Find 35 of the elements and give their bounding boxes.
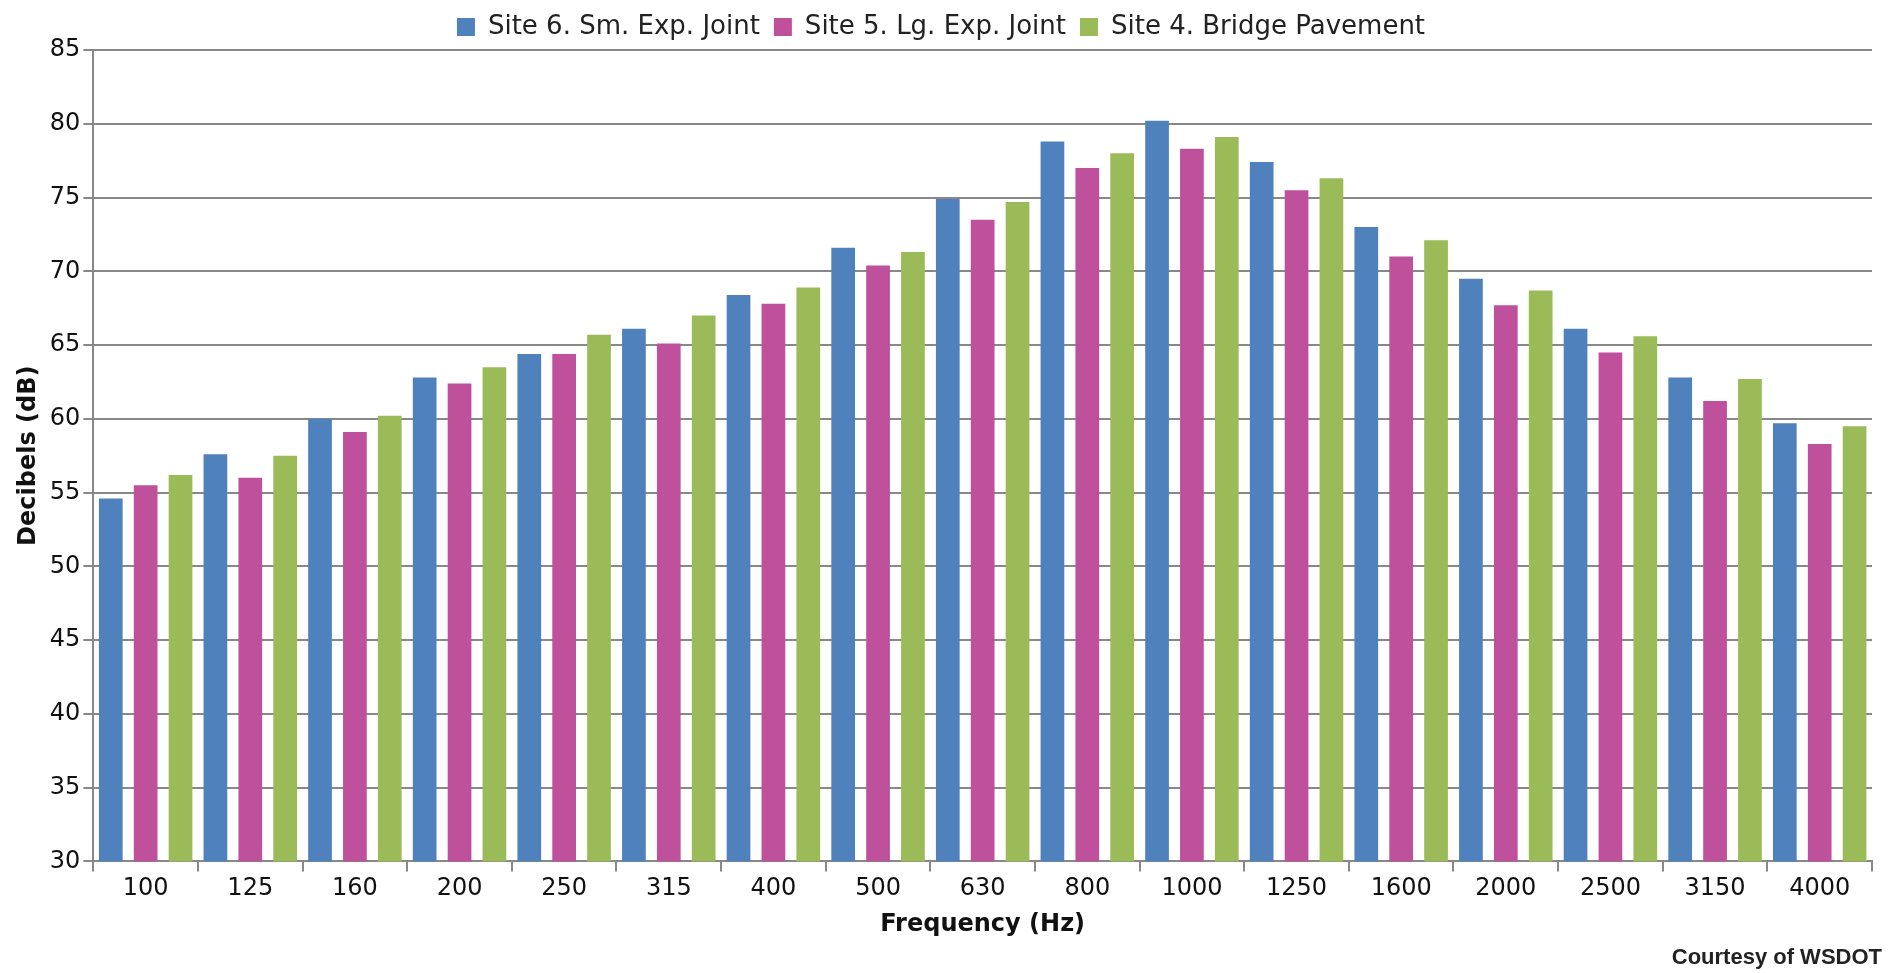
y-tick-label: 65 [49,329,81,358]
y-tick-label: 80 [49,108,81,136]
y-tick-label: 40 [49,698,81,727]
x-tick-label: 200 [436,873,483,902]
y-tick-label: 85 [49,34,81,63]
legend-label: Site 5. Lg. Exp. Joint [804,9,1066,40]
x-tick-label: 1000 [1161,873,1223,902]
text: Courtesy of WSDOT [1671,944,1883,970]
x-tick-label: 4000 [1789,873,1851,902]
x-tick-label: 400 [750,873,797,902]
y-tick-label: 35 [49,771,81,800]
y-tick-label: 70 [49,255,81,284]
x-tick-label: 2500 [1579,873,1641,902]
y-tick-label: 30 [49,845,81,874]
legend-label: Site 6. Sm. Exp. Joint [487,9,760,40]
x-tick-label: 2000 [1475,873,1537,902]
y-tick-label: 75 [49,181,81,210]
x-tick-label: 160 [332,873,378,902]
x-tick-label: 125 [227,873,274,902]
x-tick-label: 800 [1064,873,1111,902]
x-tick-label: 3150 [1684,873,1746,902]
x-tick-label: 1600 [1370,873,1432,902]
legend-label: Site 4. Bridge Pavement [1110,9,1426,40]
y-axis-title: Decibels (dB) [12,365,41,546]
x-tick-label: 630 [959,873,1006,902]
y-tick-label: 60 [49,403,81,432]
x-tick-label: 500 [855,873,901,902]
x-tick-label: 100 [122,873,169,902]
x-tick-label: 1250 [1266,873,1328,902]
y-tick-label: 55 [49,476,81,505]
x-tick-label: 250 [541,873,588,902]
x-tick-label: 315 [645,873,692,902]
y-tick-label: 50 [49,550,81,579]
y-tick-label: 45 [49,624,81,653]
x-axis-title: Frequency (Hz) [880,908,1086,937]
